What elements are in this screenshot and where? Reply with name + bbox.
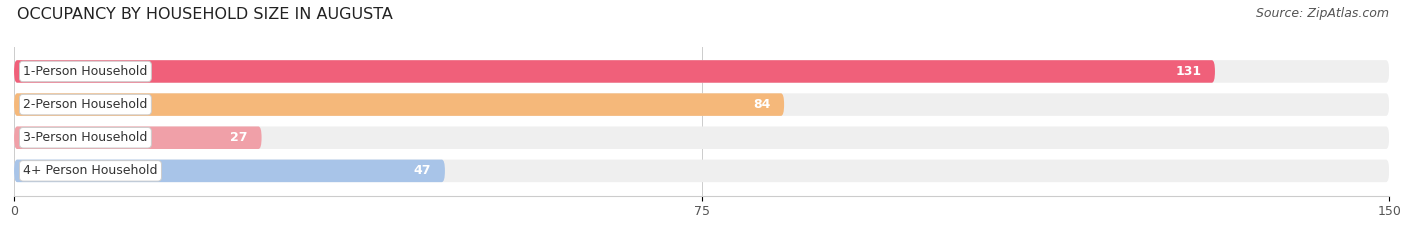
FancyBboxPatch shape: [14, 127, 262, 149]
FancyBboxPatch shape: [14, 60, 1389, 83]
FancyBboxPatch shape: [14, 60, 1215, 83]
Text: 84: 84: [754, 98, 770, 111]
FancyBboxPatch shape: [14, 160, 444, 182]
Text: Source: ZipAtlas.com: Source: ZipAtlas.com: [1256, 7, 1389, 20]
FancyBboxPatch shape: [14, 160, 1389, 182]
Text: 2-Person Household: 2-Person Household: [24, 98, 148, 111]
Text: 131: 131: [1175, 65, 1201, 78]
Text: 27: 27: [231, 131, 247, 144]
FancyBboxPatch shape: [14, 93, 1389, 116]
Text: OCCUPANCY BY HOUSEHOLD SIZE IN AUGUSTA: OCCUPANCY BY HOUSEHOLD SIZE IN AUGUSTA: [17, 7, 392, 22]
FancyBboxPatch shape: [14, 93, 785, 116]
Text: 4+ Person Household: 4+ Person Household: [24, 164, 157, 177]
Text: 3-Person Household: 3-Person Household: [24, 131, 148, 144]
FancyBboxPatch shape: [14, 127, 1389, 149]
Text: 47: 47: [413, 164, 432, 177]
Text: 1-Person Household: 1-Person Household: [24, 65, 148, 78]
